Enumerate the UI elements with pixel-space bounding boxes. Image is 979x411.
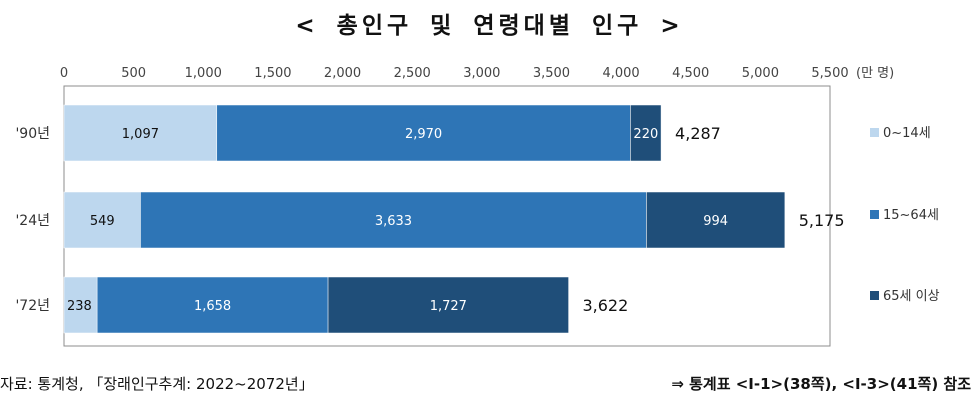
chart-title: < 총인구 및 연령대별 인구 > xyxy=(295,13,684,39)
bar-segment-65세-이상-3 xyxy=(327,276,569,334)
total-label: 4,287 xyxy=(675,124,721,143)
data-label: 220 xyxy=(633,127,658,142)
x-tick-label: 1,000 xyxy=(185,66,222,81)
bar-segment-65세-이상-1 xyxy=(630,104,662,162)
x-axis-unit-label: (만 명) xyxy=(856,66,894,81)
x-axis: 0 500 1,000 1,500 2,000 2,500 3,000 3,500 4,000 4… xyxy=(60,66,894,81)
total-label: 3,622 xyxy=(582,296,628,315)
legend-swatch-0-14세 xyxy=(870,128,879,137)
data-label: 2,970 xyxy=(405,127,442,142)
bar-segment-15-64세-3 xyxy=(96,276,329,334)
x-tick-label: 500 xyxy=(121,66,146,81)
category-label: '24년 xyxy=(15,213,50,229)
data-label: 238 xyxy=(67,299,92,314)
bar-segment-0-14세-1 xyxy=(63,104,218,162)
x-tick-label: 1,500 xyxy=(254,66,291,81)
legend-swatch-15-64세 xyxy=(870,210,879,219)
bar-labels: '90년 1,097 2,970 220 4,287 '24년 549 3,633 994 5,1… xyxy=(15,124,844,315)
legend-swatch-65세-이상 xyxy=(870,291,879,300)
bar-segment-0-14세-2 xyxy=(63,191,141,249)
bars xyxy=(63,104,786,334)
total-label: 5,175 xyxy=(799,211,845,230)
x-tick-label: 2,000 xyxy=(324,66,361,81)
source-note: 자료: 통계청, 「장래인구추계: 2022~2072년」 xyxy=(0,375,314,393)
bar-segment-0-14세-3 xyxy=(63,276,98,334)
legend-label: 0~14세 xyxy=(883,126,931,141)
data-label: 549 xyxy=(90,214,115,229)
x-tick-label: 5,000 xyxy=(742,66,779,81)
bar-segment-15-64세-2 xyxy=(140,191,647,249)
x-tick-label: 4,500 xyxy=(672,66,709,81)
bar-segment-15-64세-1 xyxy=(216,104,631,162)
legend: 0~14세 15~64세 65세 이상 xyxy=(870,126,940,304)
x-tick-label: 3,000 xyxy=(463,66,500,81)
x-tick-label: 3,500 xyxy=(533,66,570,81)
legend-label: 15~64세 xyxy=(883,208,939,223)
x-tick-label: 0 xyxy=(60,66,68,81)
category-label: '90년 xyxy=(15,126,50,142)
data-label: 994 xyxy=(703,214,728,229)
data-label: 1,097 xyxy=(122,127,159,142)
reference-note: ⇒ 통계표 <Ⅰ-1>(38쪽), <Ⅰ-3>(41쪽) 참조 xyxy=(671,375,971,393)
x-tick-label: 5,500 xyxy=(811,66,848,81)
bar-segment-65세-이상-2 xyxy=(646,191,786,249)
data-label: 1,727 xyxy=(430,299,467,314)
x-tick-label: 4,000 xyxy=(602,66,639,81)
x-tick-label: 2,500 xyxy=(394,66,431,81)
data-label: 3,633 xyxy=(375,214,412,229)
data-label: 1,658 xyxy=(194,299,231,314)
stacked-bar-chart: 0 500 1,000 1,500 2,000 2,500 3,000 3,500 4,000 4… xyxy=(15,66,940,347)
category-label: '72년 xyxy=(15,298,50,314)
legend-label: 65세 이상 xyxy=(883,289,940,304)
